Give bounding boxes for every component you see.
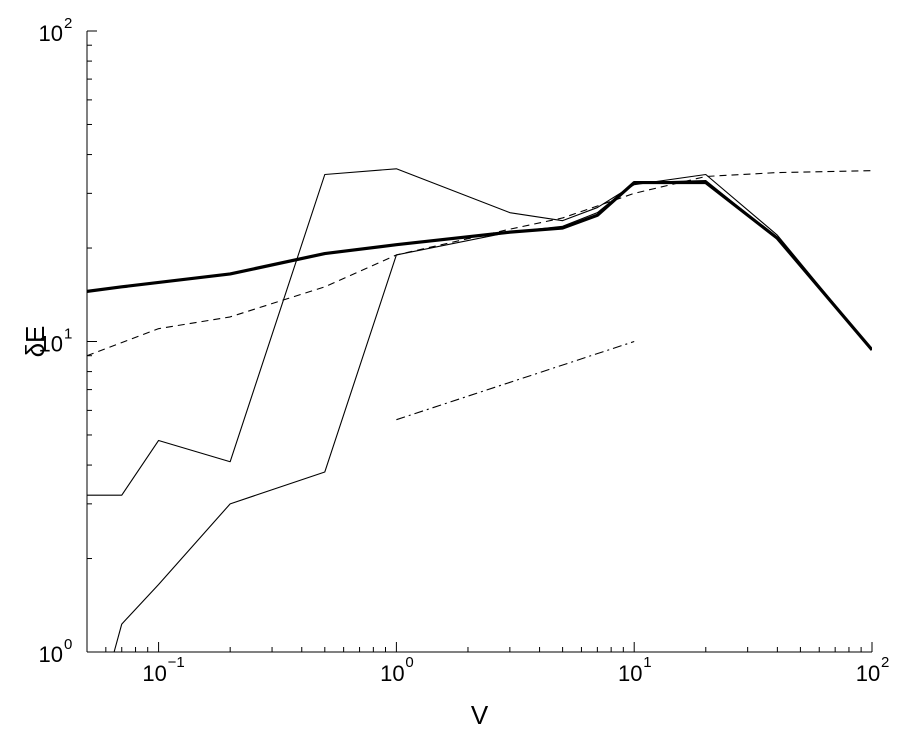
x-tick-exponent: 0 — [405, 654, 413, 671]
x-tick-label: 10 — [856, 661, 880, 686]
x-tick-label: 10 — [142, 661, 166, 686]
series-line-1-thick-solid — [87, 180, 872, 351]
x-tick-label: 10 — [618, 661, 642, 686]
x-tick-exponent: −1 — [168, 654, 185, 671]
y-tick-exponent: 0 — [64, 636, 72, 653]
y-tick-exponent: 2 — [64, 15, 72, 32]
series-line-4-dashed — [87, 170, 872, 357]
plot-background — [87, 31, 872, 652]
axes-layer: 10 −1 10 0 10 1 10 210 010 110 2 — [39, 15, 890, 686]
series-line-5-dash-dot — [396, 340, 635, 421]
y-tick-label: 10 — [39, 21, 63, 46]
plot-area — [87, 31, 872, 652]
y-tick-label: 10 — [39, 332, 63, 357]
y-tick-exponent: 1 — [64, 326, 72, 343]
series-layer — [87, 168, 872, 652]
x-axis-label: V — [471, 700, 489, 729]
y-axis-label: δE — [20, 326, 50, 358]
series-line-2-thin-solid — [87, 168, 872, 496]
x-tick-exponent: 1 — [643, 654, 651, 671]
x-tick-label: 10 — [380, 661, 404, 686]
y-tick-label: 10 — [39, 642, 63, 667]
series-line-3-thin-solid — [113, 179, 872, 652]
x-tick-exponent: 2 — [881, 654, 889, 671]
